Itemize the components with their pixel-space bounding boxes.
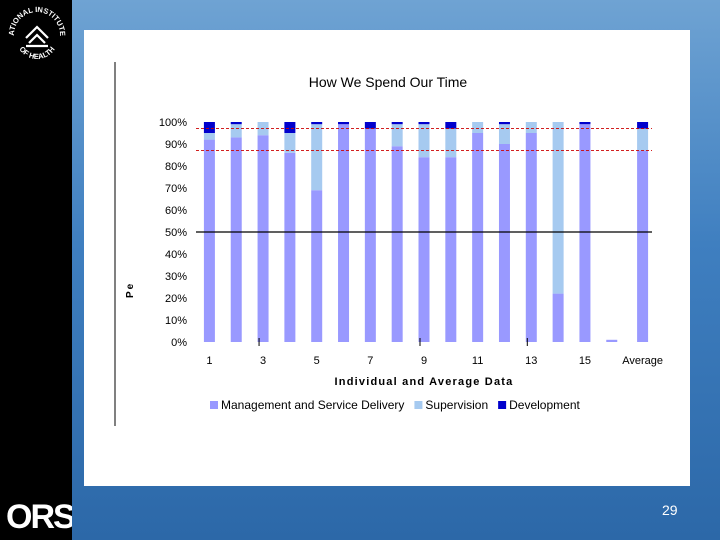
bar-segment (203, 133, 215, 140)
bar-segment (606, 339, 618, 342)
x-axis-label: Individual and Average Data (335, 376, 514, 388)
x-tick-label: 11 (472, 355, 483, 367)
bar-segment (338, 122, 350, 125)
bar-segment (364, 122, 376, 129)
ors-brand: ORS (6, 498, 76, 536)
bar-segment (472, 122, 484, 133)
bar-segment (257, 135, 269, 342)
bar-segment (418, 157, 430, 342)
y-tick-label: 90% (165, 139, 187, 151)
chart-panel: How We Spend Our Time 0% 10% 20% 30% 40% 50% 60… (84, 30, 690, 486)
logo-emblem-icon (25, 25, 49, 48)
nih-logo: NATIONAL INSTITUTES OF HEALTH (4, 2, 67, 61)
y-tick-label: 40% (165, 249, 187, 261)
bar-segment (637, 122, 649, 129)
legend-label: Development (509, 398, 580, 412)
x-tick-label: 1 (206, 355, 212, 367)
bar-segment (637, 150, 649, 342)
chart: How We Spend Our Time 0% 10% 20% 30% 40% 50% 60… (114, 62, 663, 426)
legend-swatch (498, 401, 507, 409)
y-axis-label: Pe (125, 282, 136, 298)
bar-segment (338, 124, 350, 342)
bar-segment (498, 144, 510, 342)
bar-segment (445, 157, 457, 342)
bar-segment (579, 124, 591, 342)
x-tick-label: 15 (579, 355, 591, 367)
bar-segment (472, 133, 484, 342)
bar-segment (311, 122, 323, 125)
y-tick-label: 50% (165, 227, 187, 239)
x-tick-label: 13 (525, 355, 537, 367)
bar-segment (552, 122, 564, 294)
y-tick-label: 30% (165, 271, 187, 283)
legend-swatch (210, 401, 218, 409)
legend-swatch (414, 401, 423, 409)
bar-segment (311, 124, 323, 191)
legend-label: Management and Service Delivery (221, 398, 404, 412)
bar-segment (230, 122, 242, 125)
bar-segment (364, 128, 376, 342)
slide-number: 29 (662, 502, 678, 518)
bar-segment (284, 133, 296, 153)
legend-label: Supervision (425, 398, 488, 412)
y-tick-label: 100% (159, 117, 187, 129)
bar-segment (445, 122, 457, 129)
bar-segment (230, 124, 242, 138)
bar-segment (203, 122, 215, 133)
x-tick-label: 9 (421, 355, 427, 367)
bar-segment (391, 124, 403, 147)
bar-segment (230, 137, 242, 342)
bar-segment (311, 190, 323, 342)
y-tick-label: 20% (165, 293, 187, 305)
bar-segment (525, 133, 537, 342)
bar-segment (391, 122, 403, 125)
bar-segment (525, 122, 537, 133)
bar-segment (391, 146, 403, 342)
bar-segment (418, 122, 430, 125)
bar-segment (445, 128, 457, 158)
logo-top-text: NATIONAL INSTITUTES (4, 2, 67, 36)
bar-segment (498, 124, 510, 144)
bar-segment (203, 139, 215, 342)
chart-title: How We Spend Our Time (309, 74, 468, 90)
y-tick-label: 60% (165, 205, 187, 217)
bar-segment (579, 122, 591, 125)
logo-bottom-text: OF HEALTH (17, 45, 56, 61)
x-tick-label: Average (622, 355, 663, 367)
bar-segment (637, 128, 649, 151)
y-tick-label: 10% (165, 315, 187, 327)
y-tick-label: 80% (165, 161, 187, 173)
sidebar: NATIONAL INSTITUTES OF HEALTH ORS (0, 0, 76, 540)
x-tick-label: 3 (260, 355, 266, 367)
bar-segment (498, 122, 510, 125)
x-tick-label: 7 (367, 355, 373, 367)
y-tick-label: 0% (171, 337, 187, 349)
y-tick-label: 70% (165, 183, 187, 195)
bar-segment (418, 124, 430, 158)
bar-segment (552, 293, 564, 342)
x-tick-label: 5 (314, 355, 320, 367)
bar-segment (284, 122, 296, 133)
bar-segment (284, 152, 296, 342)
